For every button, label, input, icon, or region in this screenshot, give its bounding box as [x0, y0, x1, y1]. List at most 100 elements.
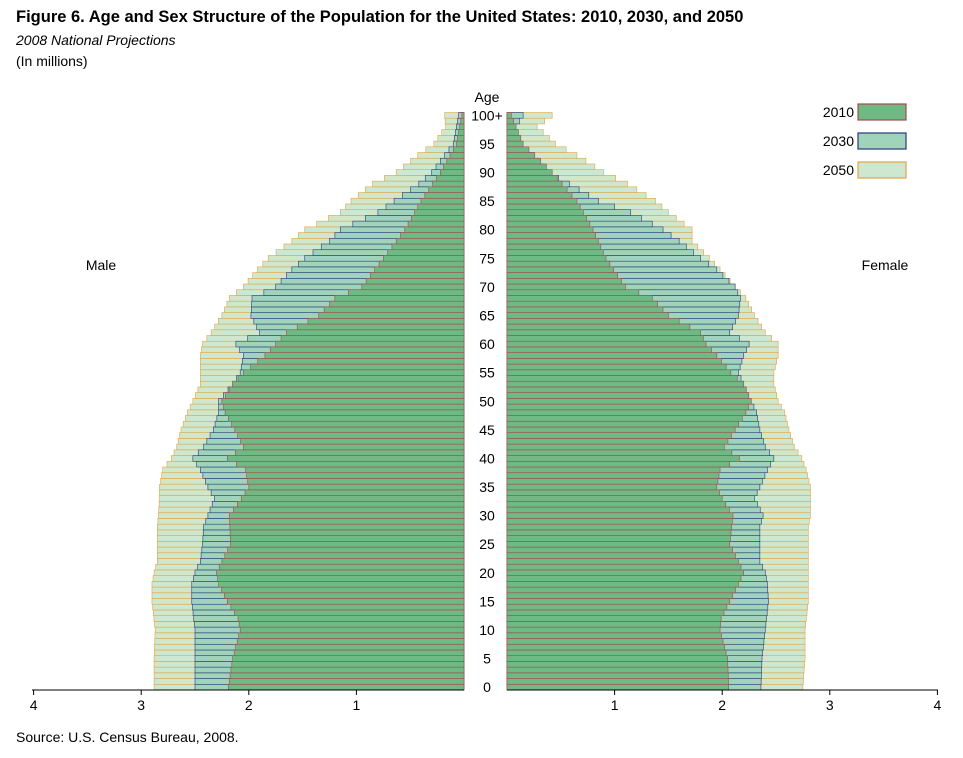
bar-2010-female-age-52	[506, 386, 747, 393]
bar-2010-male-age-98	[459, 123, 465, 130]
bar-2010-female-age-89	[506, 175, 558, 182]
bar-2010-female-age-81	[506, 220, 591, 228]
legend-label-2010: 2010	[823, 104, 854, 120]
bar-2010-female-age-54	[506, 375, 738, 382]
male-x-tick-1: 1	[353, 697, 361, 713]
female-x-tick-3: 3	[826, 697, 834, 713]
legend-label-2030: 2030	[823, 133, 854, 149]
chart-title: Figure 6. Age and Sex Structure of the P…	[16, 8, 744, 26]
age-tick-35: 35	[479, 479, 495, 495]
age-tick-75: 75	[479, 250, 495, 266]
bar-2010-female-age-40	[506, 455, 740, 462]
chart-subtitle: 2008 National Projections	[16, 32, 176, 48]
bar-2010-female-age-14	[506, 603, 728, 611]
source-note: Source: U.S. Census Bureau, 2008.	[16, 729, 239, 745]
bar-2010-female-age-33	[506, 495, 723, 502]
bar-2010-male-age-0	[228, 683, 465, 691]
bar-2010-male-age-10	[239, 626, 465, 634]
bar-2010-female-age-84	[506, 203, 581, 211]
bar-2010-male-age-70	[361, 283, 465, 291]
bar-2010-female-age-4	[506, 661, 729, 668]
male-label: Male	[86, 257, 117, 273]
bar-2010-female-age-95	[506, 140, 524, 148]
bar-2010-male-age-78	[395, 237, 465, 245]
bar-2010-male-age-96	[457, 135, 465, 142]
bar-2010-male-age-68	[334, 295, 465, 302]
male-x-tick-3: 3	[137, 697, 145, 713]
bar-2010-male-age-51	[225, 392, 465, 399]
bar-2010-male-age-41	[235, 449, 465, 456]
bar-2010-male-age-94	[452, 146, 465, 153]
bar-2010-male-age-26	[229, 535, 465, 542]
bar-2010-male-age-14	[230, 603, 465, 611]
bar-2010-male-age-9	[238, 632, 465, 639]
bar-2010-male-age-79	[400, 232, 465, 239]
bar-2010-male-age-84	[417, 203, 465, 211]
bar-2010-female-age-43	[506, 438, 729, 445]
age-tick-60: 60	[479, 336, 495, 352]
bar-2010-male-age-91	[443, 163, 465, 170]
bar-2010-female-age-70	[506, 283, 626, 291]
bar-2010-male-age-82	[410, 215, 465, 222]
age-tick-45: 45	[479, 422, 495, 438]
legend-swatch-2010	[857, 103, 907, 121]
bar-2010-female-age-82	[506, 215, 587, 222]
age-tick-80: 80	[479, 222, 495, 238]
bar-2010-female-age-50	[506, 398, 752, 405]
bar-2010-female-age-65	[506, 312, 669, 319]
bar-2010-male-age-15	[226, 598, 465, 605]
bar-2010-male-age-50	[221, 398, 465, 405]
bar-2010-male-age-55	[243, 369, 465, 376]
bar-2010-male-age-36	[247, 478, 465, 485]
bar-2010-female-age-36	[506, 478, 719, 485]
bar-2010-female-age-76	[506, 249, 604, 256]
bar-2010-female-age-44	[506, 432, 732, 439]
legend-swatch-2050	[857, 161, 907, 179]
bar-2010-female-age-13	[506, 609, 725, 616]
bar-2010-female-age-35	[506, 483, 718, 491]
bar-2010-female-age-19	[506, 575, 742, 582]
bar-2010-male-age-21	[218, 563, 465, 571]
bar-2010-female-age-83	[506, 209, 584, 216]
bar-2010-female-age-80	[506, 226, 594, 233]
bar-2010-male-age-5	[232, 655, 465, 662]
bar-2010-female-age-53	[506, 380, 745, 388]
bar-2010-female-age-46	[506, 420, 739, 428]
bar-2010-female-age-24	[506, 546, 733, 554]
bar-2010-female-age-64	[506, 318, 680, 325]
bar-2010-male-age-71	[365, 278, 465, 285]
bar-2010-male-age-80	[404, 226, 465, 233]
bar-2010-female-age-26	[506, 535, 731, 542]
bar-2010-male-age-85	[420, 197, 465, 205]
bar-2010-male-age-81	[407, 220, 465, 228]
bar-2010-female-age-69	[506, 289, 640, 296]
bar-2010-female-age-15	[506, 598, 731, 605]
age-axis-label: Age	[475, 89, 500, 105]
bar-2010-male-age-56	[250, 363, 465, 371]
bar-2010-female-age-57	[506, 358, 722, 365]
bar-2010-male-age-100	[461, 112, 465, 119]
bar-2010-female-age-59	[506, 346, 712, 353]
bar-2010-female-age-72	[506, 272, 618, 279]
bar-2010-female-age-66	[506, 306, 664, 313]
bar-2010-female-age-41	[506, 449, 733, 456]
bar-2010-male-age-24	[227, 546, 465, 554]
male-x-tick-2: 2	[245, 697, 253, 713]
age-tick-labels: 100+959085807570656055504540353025201510…	[471, 107, 503, 695]
bar-2010-female-age-31	[506, 506, 730, 514]
bar-2010-male-age-47	[228, 415, 465, 422]
bar-2010-female-age-48	[506, 409, 747, 416]
age-tick-40: 40	[479, 450, 495, 466]
bar-2010-female-age-79	[506, 232, 596, 239]
bar-2010-male-age-6	[233, 649, 465, 656]
bar-2010-male-age-44	[237, 432, 465, 439]
bar-2010-female-age-62	[506, 329, 701, 336]
bar-2010-female-age-94	[506, 146, 530, 153]
bar-2010-female-age-37	[506, 472, 720, 479]
bar-2010-female-age-97	[506, 129, 519, 136]
age-tick-95: 95	[479, 136, 495, 152]
female-x-tick-1: 1	[611, 697, 619, 713]
age-tick-30: 30	[479, 508, 495, 524]
bar-2010-female-age-71	[506, 278, 622, 285]
age-tick-85: 85	[479, 193, 495, 209]
